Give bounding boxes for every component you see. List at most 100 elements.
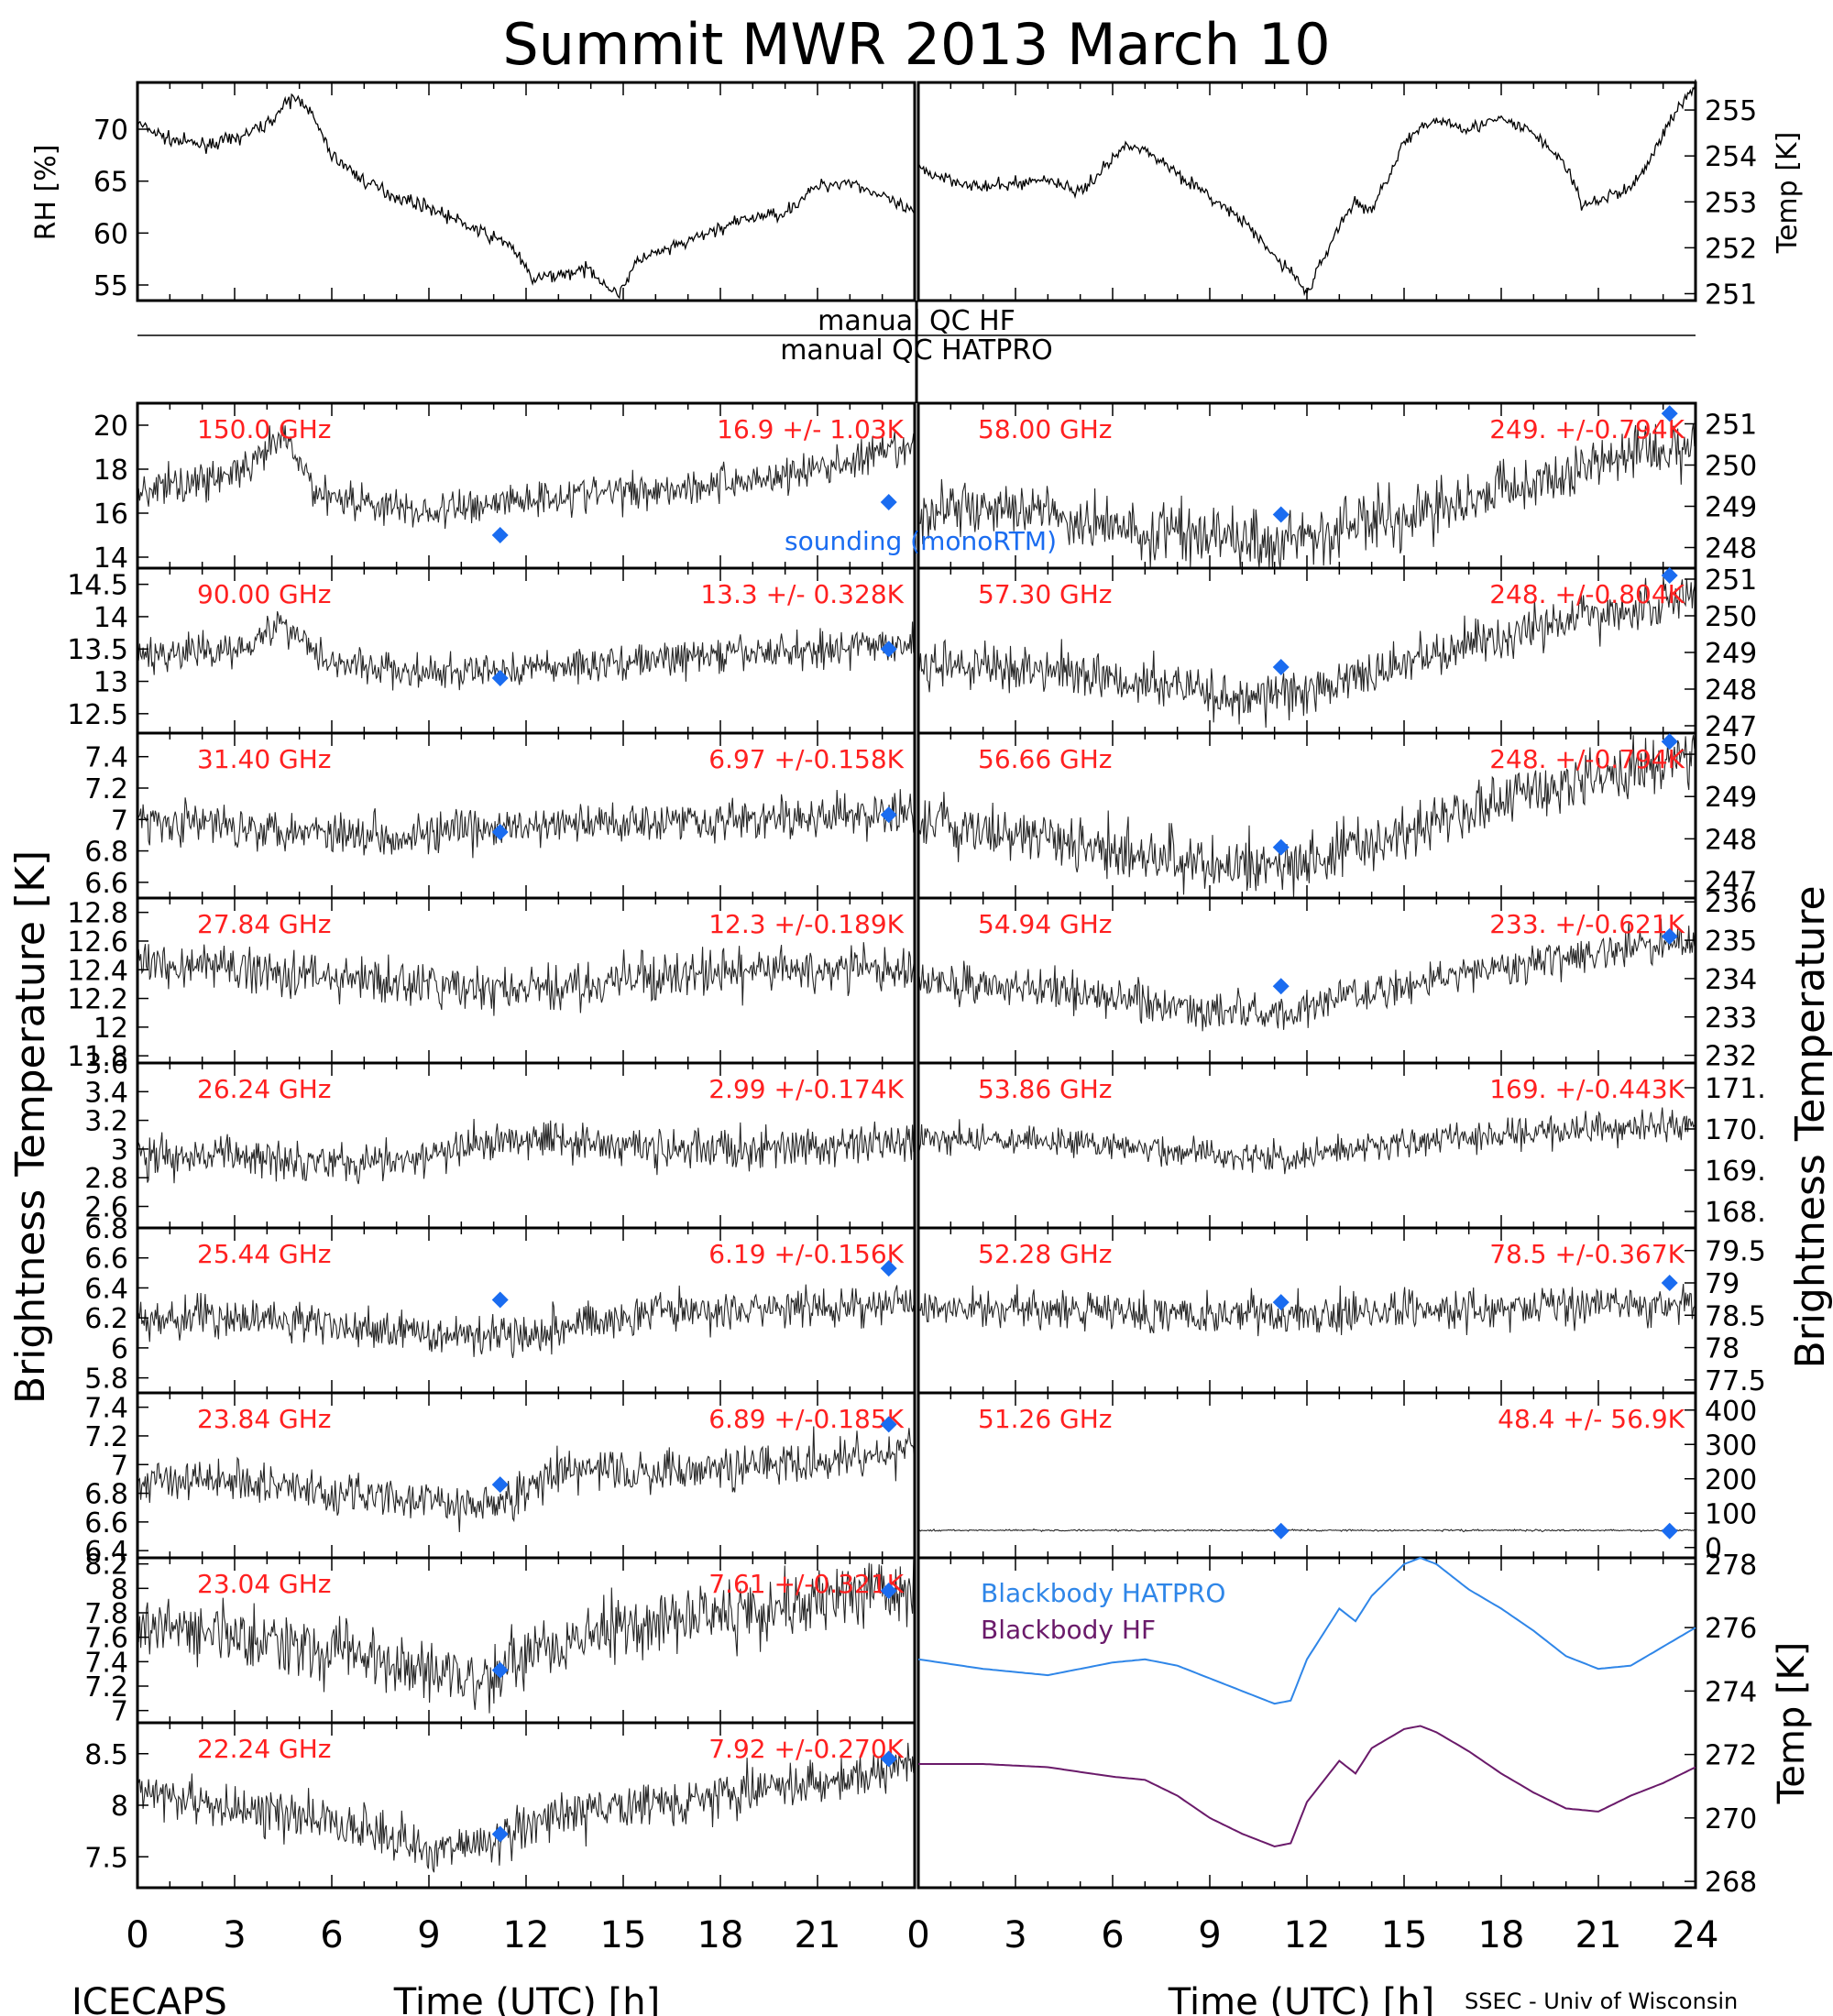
x-tick-label-right: 6: [1101, 1914, 1124, 1956]
blackbody-y-ticks: 268 270 272 274 276 278: [1685, 1550, 1757, 1899]
y-tick-label: 250: [1705, 740, 1757, 772]
right-1-y-ticks: 248 249 250 251: [1685, 410, 1757, 565]
y-tick-label: 6.4: [84, 1273, 128, 1305]
y-tick-label: 200: [1705, 1464, 1757, 1496]
y-tick-label: 236: [1705, 887, 1757, 919]
x-axis-label-right: Time (UTC) [h]: [1168, 1981, 1434, 2016]
left-1-stats-label: 16.9 +/- 1.03K: [717, 414, 904, 444]
y-tick-label: 14.5: [67, 570, 128, 602]
y-tick-label: 171.: [1705, 1073, 1766, 1105]
y-tick-label: 77.5: [1705, 1365, 1766, 1397]
top-right-y-ticks: 251 252 253 254 255: [1685, 95, 1757, 311]
y-tick-label: 7.2: [84, 1671, 128, 1704]
x-tick-label-right: 3: [1004, 1914, 1026, 1956]
y-tick-label: 8: [111, 1791, 128, 1823]
y-tick-label: 6.8: [84, 837, 128, 869]
left-4-frequency-label: 27.84 GHz: [197, 909, 332, 939]
sounding-label: sounding (monoRTM): [785, 526, 1057, 556]
left-3-sounding-marker-1: [880, 806, 897, 824]
y-tick-label: 12.4: [67, 955, 128, 987]
left-7-sounding-marker-0: [491, 1476, 509, 1494]
y-tick-label: 5.8: [84, 1364, 128, 1396]
x-tick-label-right: 18: [1478, 1914, 1525, 1956]
x-tick-label-left: 18: [697, 1914, 744, 1956]
left-3-y-ticks: 6.66.877.27.4: [84, 742, 148, 900]
right-5-frame-x-ticks: [917, 1063, 1696, 1228]
left-6-stats-label: 6.19 +/-0.156K: [708, 1239, 904, 1269]
y-tick-label: 13.5: [67, 634, 128, 666]
right-3-sounding-marker-1: [1661, 733, 1678, 751]
y-tick-label: 7: [111, 1450, 128, 1482]
y-tick-label: 6.2: [84, 1303, 128, 1335]
y-tick-label: 16: [93, 499, 128, 531]
blackbody-series-1: [918, 1725, 1696, 1848]
right-4-sounding-marker-1: [1661, 927, 1678, 945]
y-tick-label: 11.8: [67, 1041, 128, 1073]
right-1-series-line: [917, 423, 1696, 569]
y-tick-label: 7.6: [84, 1623, 128, 1655]
y-tick-label: 251: [1705, 279, 1757, 311]
right-4-frequency-label: 54.94 GHz: [978, 909, 1113, 939]
y-tick-label: 6.8: [84, 1479, 128, 1511]
left-2-series-line: [137, 610, 916, 691]
y-tick-label: 6: [111, 1333, 128, 1365]
y-tick-label: 268: [1705, 1867, 1757, 1899]
left-2-frequency-label: 90.00 GHz: [197, 579, 332, 609]
left-1-y-ticks: 14 16 18 20: [93, 411, 148, 575]
left-1-series-line: [137, 423, 916, 530]
left-9-frequency-label: 22.24 GHz: [197, 1734, 332, 1764]
left-5-frequency-label: 26.24 GHz: [197, 1074, 332, 1104]
y-tick-label: 251: [1705, 564, 1757, 597]
y-tick-label: 234: [1705, 964, 1757, 996]
right-3-sounding-marker-0: [1272, 838, 1290, 856]
y-tick-label: 250: [1705, 451, 1757, 483]
y-tick-label: 7.5: [84, 1842, 128, 1874]
y-tick-label: 168.: [1705, 1197, 1766, 1229]
x-tick-label-left: 12: [503, 1914, 550, 1956]
y-tick-label: 12.6: [67, 926, 128, 959]
y-tick-label: 78.5: [1705, 1300, 1766, 1332]
y-tick-label: 251: [1705, 410, 1757, 442]
blackbody-series-0: [917, 1556, 1696, 1705]
y-tick-label: 6.8: [84, 1213, 128, 1245]
left-6-series-line: [137, 1284, 916, 1358]
y-tick-label: 8.2: [84, 1550, 128, 1582]
left-9-frame-x-ticks: [137, 1723, 916, 1888]
right-5-series-line: [917, 1107, 1696, 1175]
y-tick-label: 252: [1705, 233, 1757, 265]
left-6-frame-x-ticks: [137, 1228, 916, 1393]
y-tick-label: 250: [1705, 601, 1757, 633]
y-tick-label: 60: [93, 218, 128, 250]
left-2-sounding-marker-1: [880, 641, 897, 658]
left-5-stats-label: 2.99 +/-0.174K: [708, 1074, 904, 1104]
y-tick-label: 12.5: [67, 699, 128, 731]
left-4-stats-label: 12.3 +/-0.189K: [708, 909, 904, 939]
right-4-y-ticks: 232 233 234 235 236: [1685, 887, 1757, 1073]
y-tick-label: 276: [1705, 1613, 1757, 1645]
right-5-frequency-label: 53.86 GHz: [978, 1074, 1113, 1104]
footer-ssec: SSEC - Univ of Wisconsin: [1465, 1989, 1738, 2014]
left-9-sounding-marker-1: [880, 1750, 897, 1768]
right-2-sounding-marker-1: [1661, 567, 1678, 584]
top-left-frame: [136, 81, 916, 302]
right-6-stats-label: 78.5 +/-0.367K: [1489, 1239, 1685, 1269]
left-2-stats-label: 13.3 +/- 0.328K: [700, 579, 904, 609]
y-tick-label: 232: [1705, 1041, 1757, 1073]
right-1-frequency-label: 58.00 GHz: [978, 414, 1113, 444]
left-3-series-line: [137, 789, 916, 859]
y-tick-label: 100: [1705, 1498, 1757, 1530]
right-4-series-line: [917, 918, 1696, 1032]
x-tick-label-left: 21: [795, 1914, 841, 1956]
right-7-frame-x-ticks: [917, 1393, 1696, 1558]
y-tick-label: 6.6: [84, 1244, 128, 1276]
right-6-series-line: [917, 1283, 1696, 1337]
figure-title: Summit MWR 2013 March 10: [502, 11, 1330, 78]
left-9-sounding-marker-0: [491, 1825, 509, 1843]
y-tick-label: 8.5: [84, 1739, 128, 1771]
left-7-sounding-marker-1: [880, 1416, 897, 1433]
y-tick-label: 248: [1705, 824, 1757, 856]
y-tick-label: 2.8: [84, 1163, 128, 1195]
